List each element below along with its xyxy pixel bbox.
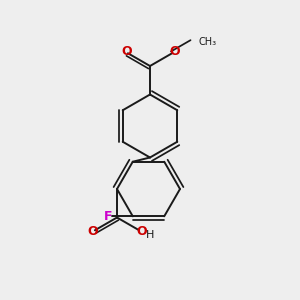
Text: CH₃: CH₃ (198, 37, 216, 47)
Text: H: H (146, 230, 154, 240)
Text: O: O (121, 45, 132, 58)
Text: O: O (169, 45, 180, 58)
Text: O: O (87, 225, 98, 238)
Text: O: O (137, 225, 147, 238)
Text: F: F (104, 210, 112, 223)
